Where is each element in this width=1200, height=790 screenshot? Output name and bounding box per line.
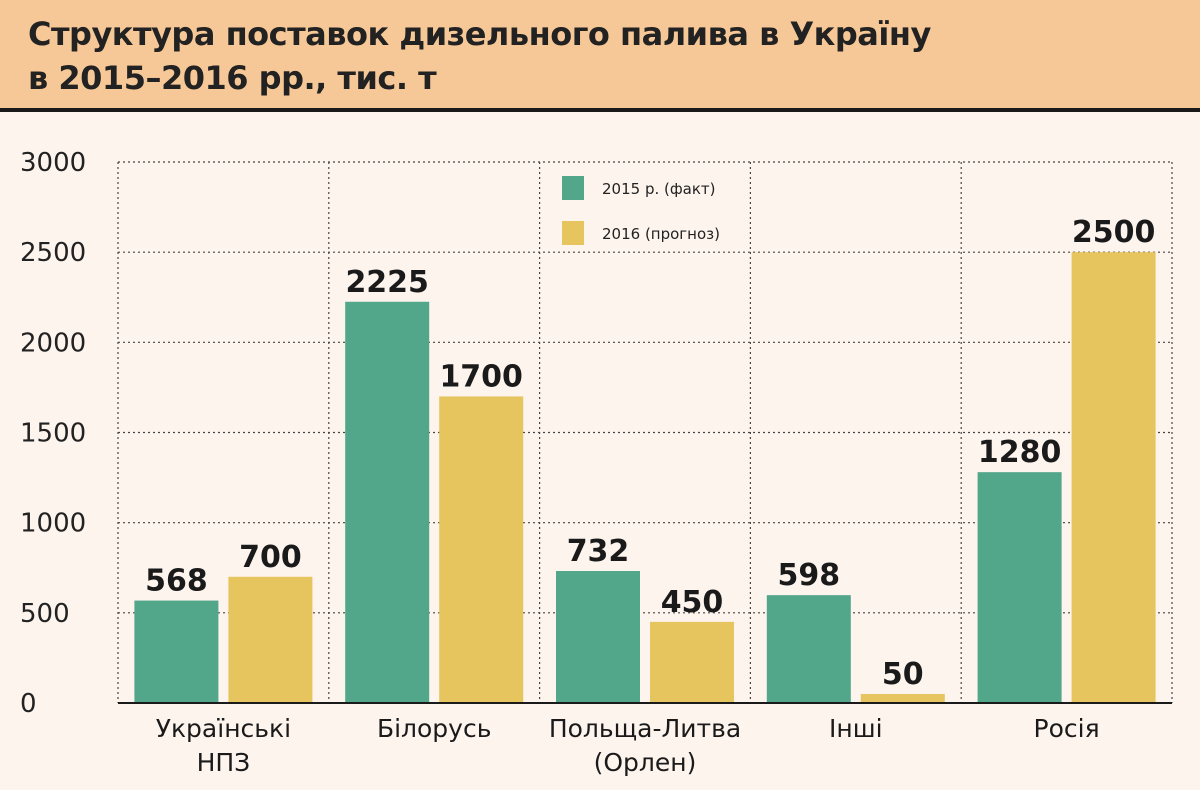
x-tick-label-line: Інші — [829, 714, 883, 743]
data-label: 2500 — [1072, 215, 1156, 250]
data-label: 1280 — [978, 435, 1062, 470]
legend-swatch — [562, 176, 584, 200]
chart-title: Структура поставок дизельного палива в У… — [28, 15, 931, 97]
bar — [439, 396, 524, 703]
y-tick-label: 1500 — [20, 419, 86, 449]
data-label: 450 — [661, 585, 724, 620]
bar — [977, 472, 1062, 703]
x-tick-label: Українські НПЗ — [156, 714, 291, 777]
legend-swatch — [562, 221, 584, 245]
x-tick-label-line: (Орлен) — [594, 748, 697, 777]
x-tick-label: Польща-Литва (Орлен) — [549, 714, 741, 777]
data-label: 568 — [145, 564, 208, 599]
x-tick-label: Білорусь — [377, 714, 492, 743]
bar — [556, 570, 640, 703]
bar — [860, 693, 945, 703]
x-tick-label-line: Білорусь — [377, 714, 492, 743]
y-tick-label: 500 — [20, 599, 70, 629]
bar — [134, 600, 219, 703]
legend-label: 2015 р. (факт) — [602, 180, 716, 198]
x-tick-label-line: Польща-Литва — [549, 714, 741, 743]
y-tick-label: 3000 — [20, 148, 86, 178]
bar — [766, 595, 851, 703]
bar — [345, 301, 430, 703]
y-tick-label: 2000 — [20, 328, 86, 358]
x-tick-label-line: Росія — [1034, 714, 1100, 743]
y-tick-label: 0 — [20, 689, 37, 719]
data-label: 700 — [239, 540, 302, 575]
x-tick-label: Інші — [829, 714, 883, 743]
data-label: 1700 — [439, 359, 523, 394]
data-label: 50 — [882, 657, 924, 692]
data-label: 2225 — [345, 265, 429, 300]
chart-header: Структура поставок дизельного палива в У… — [0, 0, 1200, 112]
data-label: 732 — [567, 534, 630, 569]
bar — [1071, 252, 1156, 703]
y-tick-label: 2500 — [20, 238, 86, 268]
bar — [650, 621, 734, 703]
data-label: 598 — [777, 558, 840, 593]
x-tick-label-line: НПЗ — [197, 748, 251, 777]
bar — [228, 576, 313, 703]
legend-label: 2016 (прогноз) — [602, 225, 720, 243]
x-tick-label: Росія — [1034, 714, 1100, 743]
x-tick-label-line: Українські — [156, 714, 291, 743]
y-tick-label: 1000 — [20, 509, 86, 539]
